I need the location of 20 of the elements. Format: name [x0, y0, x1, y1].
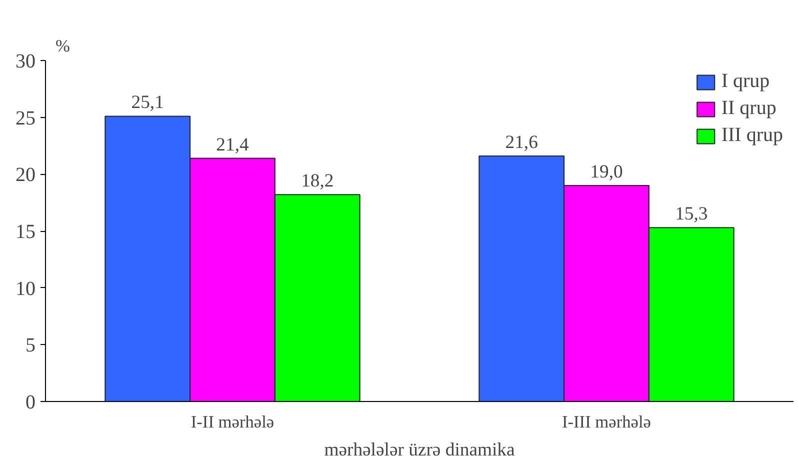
data-label: 15,3: [675, 204, 708, 225]
y-tick-label: 25: [16, 107, 36, 130]
y-tick-label: 30: [16, 50, 36, 72]
y-tick-label: 20: [16, 164, 36, 186]
data-label: 18,2: [301, 170, 334, 192]
legend-label: I qrup: [721, 70, 770, 93]
y-tick-label: 5: [26, 334, 36, 357]
data-label: 19,0: [590, 162, 623, 183]
y-axis-title: %: [56, 36, 70, 56]
legend-label: III qrup: [721, 124, 783, 147]
y-tick-label: 15: [16, 221, 36, 243]
y-tick-label: 10: [16, 278, 36, 300]
x-tick-label: I-III mərhələ: [562, 412, 652, 432]
x-tick-label: I-II mərhələ: [190, 412, 274, 432]
data-label: 25,1: [131, 92, 164, 114]
x-axis-title: mərhələlər üzrə dinamika: [324, 440, 516, 460]
y-tick-label: 0: [26, 392, 36, 414]
data-label: 21,6: [505, 132, 538, 153]
data-label: 21,4: [216, 134, 250, 156]
legend-label: II qrup: [721, 97, 776, 120]
